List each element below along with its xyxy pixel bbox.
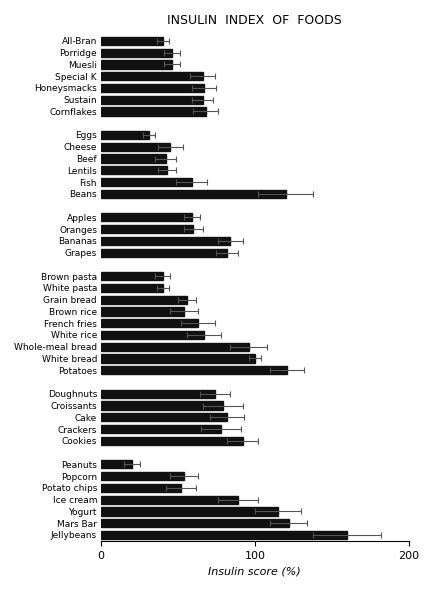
Bar: [101, 355, 255, 363]
Bar: [101, 284, 163, 292]
Bar: [101, 178, 192, 186]
Bar: [101, 319, 198, 327]
Title: INSULIN  INDEX  OF  FOODS: INSULIN INDEX OF FOODS: [168, 14, 342, 27]
Bar: [101, 460, 132, 468]
Bar: [101, 272, 163, 280]
Bar: [101, 413, 227, 421]
Bar: [101, 213, 192, 221]
Bar: [101, 155, 166, 163]
Bar: [101, 331, 204, 339]
Bar: [101, 237, 230, 245]
Bar: [101, 48, 172, 57]
Bar: [101, 425, 221, 433]
Bar: [101, 248, 227, 257]
Bar: [101, 472, 184, 480]
Bar: [101, 366, 287, 375]
Bar: [101, 307, 184, 316]
Bar: [101, 519, 289, 527]
Bar: [101, 72, 203, 80]
Bar: [101, 343, 249, 351]
Bar: [101, 143, 170, 151]
Bar: [101, 296, 187, 304]
X-axis label: Insulin score (%): Insulin score (%): [209, 566, 301, 576]
Bar: [101, 37, 163, 45]
Bar: [101, 401, 223, 409]
Bar: [101, 107, 206, 116]
Bar: [101, 437, 242, 445]
Bar: [101, 60, 172, 68]
Bar: [101, 190, 286, 198]
Bar: [101, 225, 194, 233]
Bar: [101, 496, 238, 504]
Bar: [101, 389, 215, 398]
Bar: [101, 484, 181, 492]
Bar: [101, 531, 347, 539]
Bar: [101, 96, 203, 104]
Bar: [101, 131, 149, 139]
Bar: [101, 507, 278, 516]
Bar: [101, 84, 204, 92]
Bar: [101, 166, 167, 175]
